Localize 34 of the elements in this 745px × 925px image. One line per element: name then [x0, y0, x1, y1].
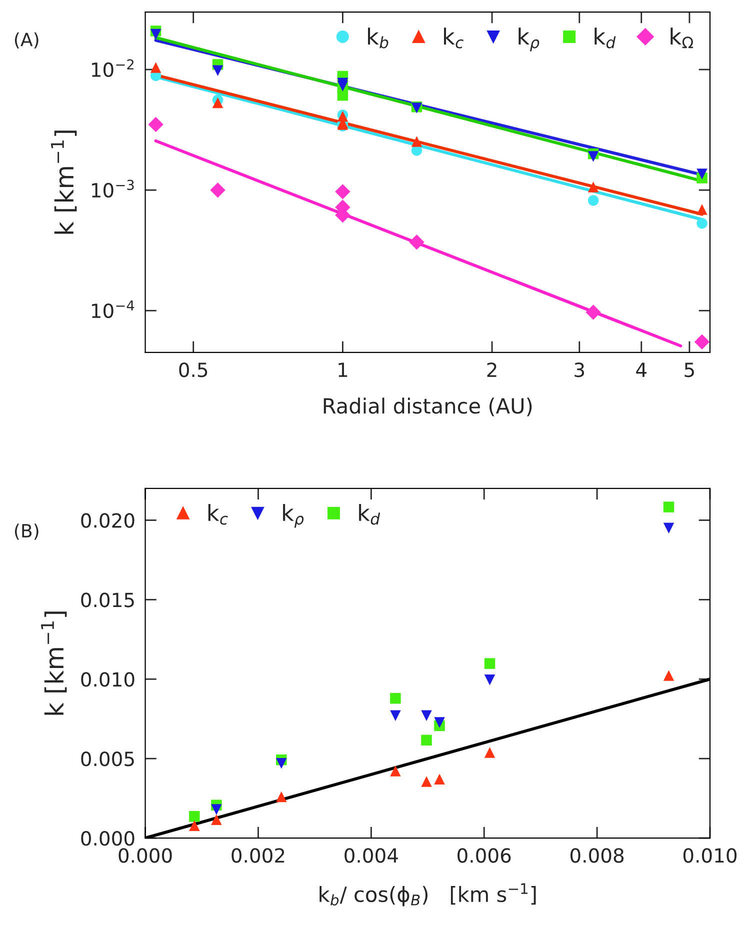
- x-tick-label: 0.004: [344, 848, 398, 863]
- x-tick-label: 0.008: [570, 848, 624, 863]
- text: (B): [14, 524, 38, 540]
- y-tick-label: 0.010: [81, 672, 134, 687]
- y-tick-label: 0.020: [81, 513, 134, 528]
- y-tick-label: 10$^{−4}$: [92, 300, 134, 318]
- x-tick-label: 0.5: [179, 362, 208, 378]
- legend-label: k$_{ρ}$: [283, 504, 304, 528]
- x-tick-label: 0.010: [683, 848, 737, 863]
- legend-label: k$_{b}$: [368, 28, 388, 48]
- x-tick-label: 2: [487, 362, 496, 377]
- x-tick-label: 4: [636, 362, 646, 377]
- y-axis-title: k [km$^{−1}$]: [41, 612, 67, 715]
- legend-label: k$_{d}$: [594, 28, 616, 48]
- x-tick-label: 0.002: [232, 848, 284, 863]
- text: (A): [14, 32, 38, 48]
- x-tick-label: 3: [574, 362, 584, 378]
- x-tick-label: 5: [684, 362, 694, 378]
- legend-label: k$_{c}$: [208, 504, 228, 525]
- y-tick-label: 0.005: [81, 752, 134, 766]
- legend-label: k$_{ρ}$: [518, 28, 540, 52]
- y-axis-title: k [km$^{−1}$]: [51, 130, 77, 234]
- x-tick-label: 1: [338, 362, 348, 377]
- x-tick-label: 0.006: [458, 848, 511, 863]
- legend-label: k$_{d}$: [359, 504, 380, 525]
- legend-label: k$_{c}$: [444, 28, 464, 48]
- y-tick-label: 0.000: [81, 831, 134, 846]
- y-tick-label: 10$^{−3}$: [92, 180, 134, 198]
- x-axis-title: k$_{b}$/ cos(ϕ$_{B}$) [km s$^{−1}$]: [320, 883, 536, 906]
- x-axis-title: Radial distance (AU): [324, 398, 532, 416]
- legend-label: k$_{Ω}$: [670, 28, 694, 48]
- y-tick-label: 10$^{−2}$: [92, 59, 134, 78]
- x-tick-label: 0.000: [118, 848, 172, 863]
- y-tick-label: 0.015: [81, 592, 134, 608]
